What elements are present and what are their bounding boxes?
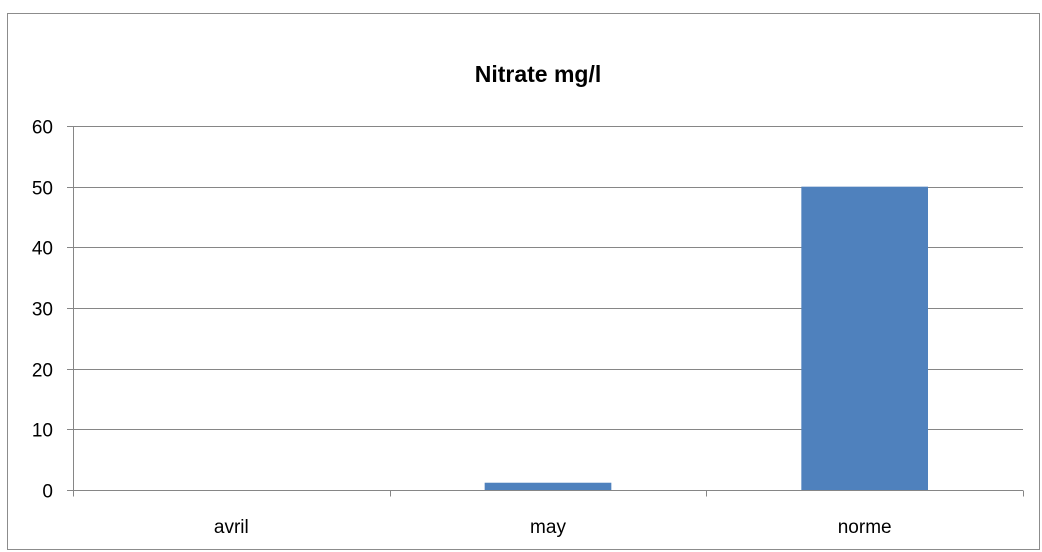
bar-series bbox=[484, 186, 928, 490]
bar-may bbox=[484, 482, 612, 490]
y-tick-label: 0 bbox=[42, 482, 53, 503]
x-axis-tick-labels: avril may norme bbox=[214, 517, 892, 538]
x-tick-label-norme: norme bbox=[838, 517, 892, 538]
y-axis-tick-labels: 0 10 20 30 40 50 60 bbox=[32, 118, 53, 503]
axes bbox=[67, 126, 1024, 497]
y-tick-label: 40 bbox=[32, 239, 53, 260]
x-tick-label-avril: avril bbox=[214, 517, 249, 538]
bar-norme bbox=[801, 186, 928, 490]
y-tick-label: 10 bbox=[32, 421, 53, 442]
x-tick-label-may: may bbox=[530, 517, 566, 538]
y-tick-label: 60 bbox=[32, 118, 53, 139]
y-tick-label: 30 bbox=[32, 300, 53, 321]
y-tick-label: 50 bbox=[32, 179, 53, 200]
y-tick-label: 20 bbox=[32, 361, 53, 382]
chart-title: Nitrate mg/l bbox=[475, 61, 602, 87]
